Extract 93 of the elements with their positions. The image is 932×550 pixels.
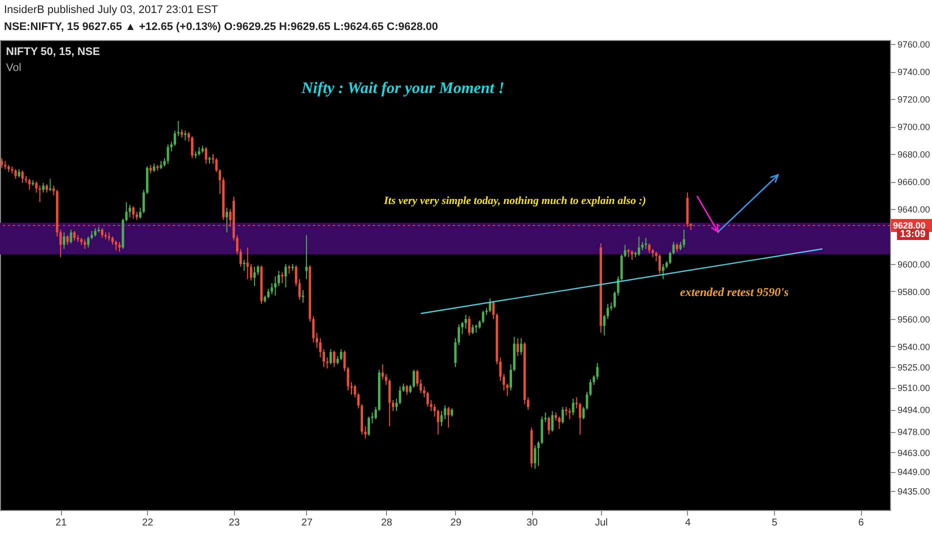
candlestick	[558, 416, 560, 430]
text: InsiderB published July 03, 2017 23:01 EST	[4, 3, 220, 18]
y-tick-label: 9740.00	[898, 67, 930, 78]
candlestick	[42, 182, 44, 194]
y-tick-label: 9449.00	[898, 467, 930, 478]
y-tick-label: 9463.00	[898, 448, 930, 458]
y-tick-label: 9560.00	[898, 314, 930, 324]
y-tick-label: 9720.00	[898, 94, 930, 105]
y-tick-label: 9435.00	[898, 486, 930, 496]
candlestick	[267, 288, 270, 299]
y-tick-label: 9660.00	[898, 177, 930, 188]
candlestick	[332, 350, 336, 368]
candlestick	[516, 338, 519, 357]
x-tick-label: 21	[56, 518, 68, 528]
text: 13:09	[897, 229, 929, 240]
candlestick	[49, 178, 52, 192]
text: Nifty : Wait for your Moment !	[300, 80, 504, 97]
ref-line-label: 9628.00	[893, 220, 926, 231]
candlestick	[436, 409, 440, 435]
candlestick	[204, 146, 208, 164]
candlestick	[38, 185, 42, 203]
candlestick	[648, 242, 651, 254]
y-tick-label: 9525.00	[898, 362, 930, 373]
x-tick-label: 30	[526, 518, 538, 528]
candlestick	[28, 178, 31, 190]
annotation: Vol	[6, 62, 22, 74]
candlestick	[548, 416, 550, 435]
candlestick	[340, 348, 342, 361]
y-tick-label: 9760.00	[898, 40, 930, 50]
candlestick	[644, 237, 648, 250]
candlestick	[330, 348, 332, 365]
x-tick-label: 6	[858, 518, 864, 528]
candlestick	[426, 391, 429, 408]
x-tick-label: 27	[301, 518, 313, 528]
x-tick-label: 29	[450, 518, 462, 528]
candlestick	[302, 290, 304, 303]
y-tick-label: 9700.00	[898, 122, 930, 132]
annotation: Its very very simple today, nothing much to explain also :)	[384, 195, 646, 207]
y-tick-label: 9494.00	[898, 405, 930, 416]
candlestick	[388, 378, 391, 427]
candlestick	[630, 250, 634, 260]
annotation: NIFTY 50, 15, NSE	[6, 46, 100, 58]
candlestick	[368, 416, 370, 436]
candlestick	[250, 264, 252, 281]
candlestick	[551, 410, 554, 432]
annotation: extended retest 9590's	[680, 285, 789, 300]
candlestick	[191, 136, 194, 159]
candlestick	[246, 247, 249, 280]
candlestick	[472, 324, 474, 335]
y-tick-label: 9478.00	[898, 427, 930, 438]
candlestick	[62, 232, 66, 250]
candlestick	[638, 236, 640, 256]
candlestick	[682, 229, 686, 248]
candlestick	[482, 310, 484, 324]
candlestick	[572, 398, 574, 416]
candlestick	[100, 228, 104, 238]
x-tick-label: 22	[142, 518, 154, 528]
y-tick-label: 9540.00	[898, 342, 930, 352]
candlestick	[406, 384, 408, 396]
candlestick	[468, 316, 470, 336]
candlestick	[274, 276, 277, 296]
text: NSE:NIFTY, 15 9627.65 ▲ +12.65 (+0.13%) O:9629.25 H:9629.65 L:9624.65 C:9628.00	[4, 20, 440, 35]
candlestick	[0, 158, 3, 168]
candlestick	[184, 130, 186, 141]
y-tick-label: 9510.00	[898, 383, 930, 394]
candlestick	[35, 181, 38, 194]
x-tick-label: 28	[381, 518, 393, 528]
y-tick-label: 9600.00	[898, 260, 930, 270]
candlestick	[281, 272, 284, 284]
candlestick	[87, 236, 90, 248]
y-tick-label: 9640.00	[898, 204, 930, 215]
candlestick	[242, 259, 246, 272]
x-tick-label: 4	[685, 518, 692, 528]
candlestick	[270, 282, 274, 295]
candlestick	[14, 168, 17, 180]
candlestick	[84, 238, 86, 250]
x-tick-label: Jul	[594, 518, 608, 528]
x-tick-label: 5	[772, 518, 778, 528]
y-tick-label: 9580.00	[898, 286, 930, 297]
candlestick	[132, 206, 135, 220]
candlestick	[128, 204, 132, 218]
candlestick	[562, 406, 564, 424]
x-tick-label: 23	[228, 518, 240, 528]
candlestick	[568, 408, 571, 420]
candlestick	[416, 369, 418, 387]
candlestick	[658, 254, 661, 274]
candlestick	[520, 338, 522, 356]
candlestick	[226, 207, 228, 233]
candlestick	[284, 264, 287, 288]
candlestick	[578, 402, 582, 435]
candlestick	[114, 240, 118, 251]
y-tick-label: 9680.00	[898, 150, 930, 160]
candlestick	[662, 264, 664, 280]
